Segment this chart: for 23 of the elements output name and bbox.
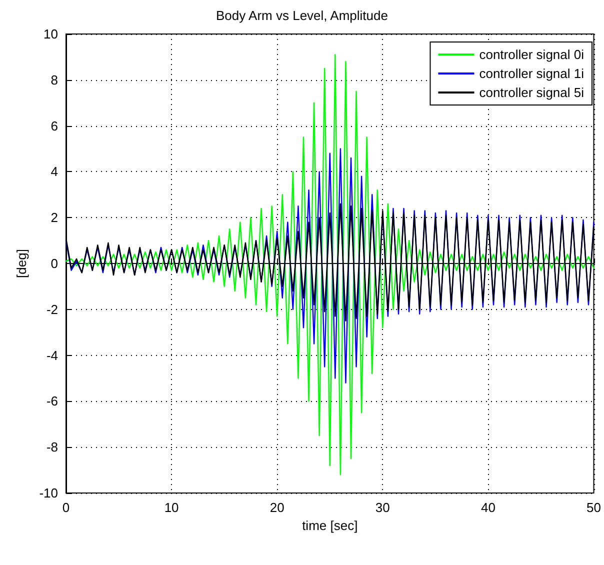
x-tick-label: 20 bbox=[270, 500, 284, 515]
y-tick-label: 6 bbox=[50, 118, 58, 134]
chart-title: Body Arm vs Level, Amplitude bbox=[216, 8, 388, 23]
x-tick-label: 0 bbox=[62, 500, 70, 515]
y-tick-label: 0 bbox=[50, 256, 58, 271]
y-tick-label: 8 bbox=[50, 72, 58, 88]
y-axis-title: [deg] bbox=[14, 249, 29, 278]
x-tick-label: 30 bbox=[375, 500, 390, 515]
y-tick-label: 2 bbox=[50, 210, 58, 226]
y-tick-label: -6 bbox=[46, 394, 58, 409]
y-tick-label: -4 bbox=[46, 348, 58, 363]
y-tick-label: 4 bbox=[50, 164, 58, 180]
y-tick-label: 10 bbox=[44, 26, 58, 42]
y-tick-label: -8 bbox=[46, 440, 58, 455]
x-tick-label: 50 bbox=[586, 500, 602, 515]
x-tick-label: 40 bbox=[480, 500, 496, 515]
y-tick-label: -2 bbox=[46, 302, 58, 317]
x-tick-label: 10 bbox=[164, 500, 179, 515]
legend-label: controller signal 5i bbox=[479, 85, 584, 100]
legend-label: controller signal 1i bbox=[479, 66, 584, 81]
x-axis-title: time [sec] bbox=[302, 518, 358, 533]
legend-label: controller signal 0i bbox=[479, 47, 584, 62]
y-tick-label: -10 bbox=[39, 486, 58, 500]
